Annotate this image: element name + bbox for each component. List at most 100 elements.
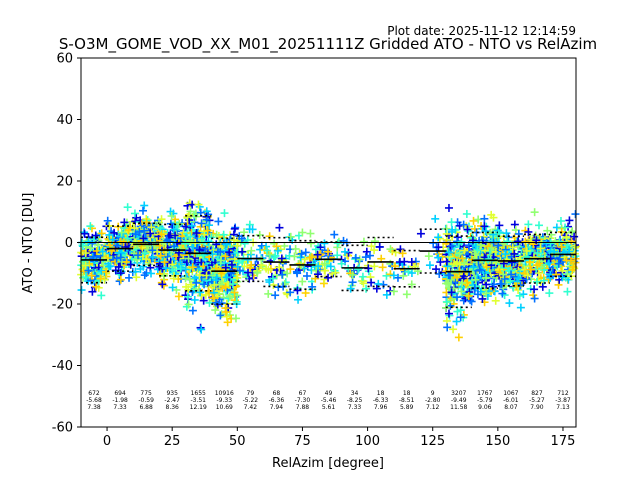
data-point xyxy=(238,247,247,256)
data-point xyxy=(139,234,148,243)
bin-count-label: 1067 xyxy=(503,390,518,397)
data-point xyxy=(183,292,192,301)
data-point xyxy=(247,261,256,270)
data-point xyxy=(116,275,125,284)
data-point xyxy=(424,252,433,261)
data-point xyxy=(454,333,463,342)
data-point xyxy=(144,260,153,269)
data-point xyxy=(230,224,239,233)
data-point xyxy=(306,229,315,238)
data-point xyxy=(222,240,231,249)
bin-mean-label: -8.51 xyxy=(399,397,415,404)
data-point xyxy=(243,255,252,264)
data-point xyxy=(186,207,195,216)
data-point xyxy=(205,221,214,230)
data-point xyxy=(470,250,479,259)
bin-mean-label: -7.30 xyxy=(295,397,311,404)
data-point xyxy=(514,285,523,294)
data-point xyxy=(153,247,162,256)
data-point xyxy=(140,226,149,235)
data-point xyxy=(462,209,471,218)
data-point xyxy=(407,280,416,289)
data-point xyxy=(184,254,193,263)
data-point xyxy=(229,253,238,262)
data-point xyxy=(482,289,491,298)
data-point xyxy=(262,264,271,273)
data-point xyxy=(156,251,165,260)
data-point xyxy=(275,263,284,272)
data-point xyxy=(480,222,489,231)
bin-std-label: 7.90 xyxy=(530,404,544,411)
data-point xyxy=(167,212,176,221)
data-point xyxy=(222,273,231,282)
data-point xyxy=(132,213,141,222)
data-point xyxy=(92,282,101,291)
data-point xyxy=(173,221,182,230)
x-axis-label: RelAzim [degree] xyxy=(272,456,384,471)
data-point xyxy=(192,229,201,238)
data-point xyxy=(217,310,226,319)
data-point xyxy=(354,265,363,274)
data-point xyxy=(556,216,565,225)
data-point xyxy=(257,255,266,264)
data-point xyxy=(425,261,434,270)
data-point xyxy=(80,257,89,266)
data-point xyxy=(209,294,218,303)
data-point xyxy=(389,287,398,296)
y-axis: -60 -40 -20 0 20 40 60 xyxy=(52,52,81,436)
data-point xyxy=(478,294,487,303)
data-point xyxy=(504,233,513,242)
data-point xyxy=(326,262,335,271)
data-point xyxy=(337,259,346,268)
data-point xyxy=(142,218,151,227)
data-point xyxy=(460,246,469,255)
data-point xyxy=(112,254,121,263)
data-point xyxy=(460,258,469,267)
data-point xyxy=(88,287,97,296)
data-point xyxy=(320,239,329,248)
data-point xyxy=(333,239,342,248)
data-point xyxy=(324,273,333,282)
data-point xyxy=(117,228,126,237)
data-point xyxy=(443,323,452,332)
data-point xyxy=(224,294,233,303)
data-point xyxy=(194,200,203,209)
data-point xyxy=(489,213,498,222)
data-point xyxy=(339,236,348,245)
data-point xyxy=(279,282,288,291)
data-point xyxy=(448,225,457,234)
data-point xyxy=(216,311,225,320)
data-point xyxy=(139,262,148,271)
data-point xyxy=(273,246,282,255)
bin-mean-label: -3.51 xyxy=(190,397,206,404)
data-point xyxy=(216,247,225,256)
bin-count-label: 775 xyxy=(140,390,152,397)
data-point xyxy=(230,288,239,297)
data-point xyxy=(197,325,206,334)
data-point xyxy=(105,230,114,239)
data-point xyxy=(265,250,274,259)
data-point xyxy=(330,230,339,239)
bin-count-label: 79 xyxy=(247,390,255,397)
data-point xyxy=(225,292,234,301)
data-point xyxy=(482,262,491,271)
data-point xyxy=(395,258,404,267)
data-point xyxy=(161,264,170,273)
data-point xyxy=(447,254,456,263)
bin-std-label: 7.12 xyxy=(426,404,440,411)
data-point xyxy=(91,231,100,240)
data-point xyxy=(195,271,204,280)
data-point xyxy=(453,258,462,267)
data-point xyxy=(275,223,284,232)
data-point xyxy=(389,271,398,280)
data-point xyxy=(115,277,124,286)
data-point xyxy=(455,221,464,230)
data-point xyxy=(458,254,467,263)
data-point xyxy=(94,236,103,245)
data-point xyxy=(452,293,461,302)
data-point xyxy=(370,237,379,246)
data-point xyxy=(534,221,543,230)
bin-mean-label: -5.22 xyxy=(243,397,259,404)
data-point xyxy=(146,229,155,238)
bin-std-label: 7.38 xyxy=(87,404,101,411)
